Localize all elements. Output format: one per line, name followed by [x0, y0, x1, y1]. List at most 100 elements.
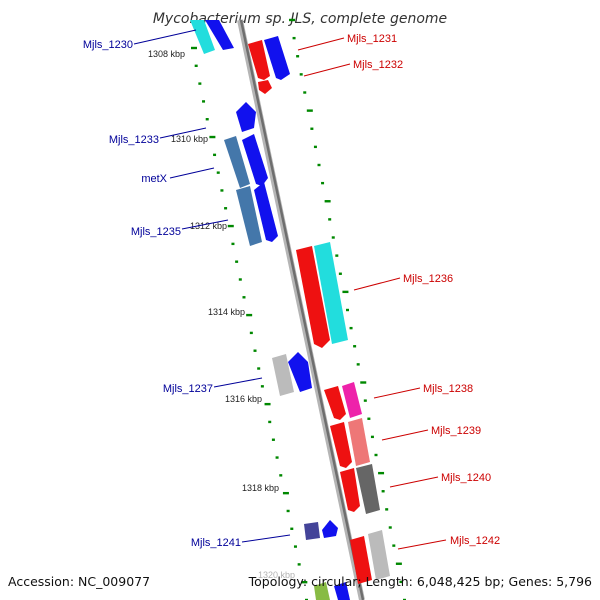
track-dot: [282, 491, 289, 495]
track-dot: [238, 278, 242, 281]
map-title: Mycobacterium sp. JLS, complete genome: [153, 11, 447, 27]
label-metx[interactable]: metX: [141, 173, 167, 185]
track-dot: [191, 46, 197, 50]
gene-block[interactable]: [334, 582, 350, 600]
gene-mjls-1236[interactable]: [296, 246, 330, 348]
label-mjls-1239[interactable]: Mjls_1239: [431, 425, 481, 437]
label-mjls-1238[interactable]: Mjls_1238: [423, 383, 473, 395]
gene-block[interactable]: [254, 182, 278, 242]
track-dot: [346, 308, 349, 312]
track-dot: [328, 218, 332, 221]
track-dot: [264, 402, 271, 406]
track-dot: [242, 296, 246, 299]
track-dot: [321, 181, 325, 185]
track-dot: [246, 313, 253, 317]
track-dot: [342, 290, 349, 294]
track-dot: [374, 453, 378, 457]
track-dot: [268, 420, 272, 424]
label-mjls-1237[interactable]: Mjls_1237: [163, 383, 213, 395]
track-dot: [381, 490, 385, 493]
track-dot: [260, 385, 264, 388]
leader-line: [241, 534, 291, 543]
leader-line: [381, 429, 429, 441]
track-dot: [338, 272, 342, 275]
label-mjls-1233[interactable]: Mjls_1233: [109, 134, 159, 146]
gene-block[interactable]: [324, 386, 346, 420]
gene-block[interactable]: [264, 36, 290, 80]
label-mjls-1231[interactable]: Mjls_1231: [347, 33, 397, 45]
gene-block[interactable]: [350, 536, 372, 584]
track-dot: [303, 91, 307, 94]
track-dot: [257, 367, 261, 370]
label-mjls-1232[interactable]: Mjls_1232: [353, 59, 403, 71]
gene-block[interactable]: [314, 582, 330, 600]
track-dot: [253, 349, 257, 352]
gene-mjls-1242[interactable]: [368, 530, 390, 580]
track-dot: [363, 399, 367, 402]
right-gene-labels: Mjls_1231 Mjls_1232 Mjls_1236 Mjls_1238 …: [297, 33, 500, 550]
gene-block[interactable]: [330, 422, 352, 468]
label-mjls-1235[interactable]: Mjls_1235: [131, 226, 181, 238]
left-gene-labels: Mjls_1230 Mjls_1233 metX Mjls_1235 Mjls_…: [83, 29, 291, 549]
tick-label: 1318 kbp: [242, 483, 279, 493]
track-dot: [194, 64, 198, 68]
track-dot: [293, 545, 297, 548]
leader-line: [389, 476, 439, 488]
track-dot: [360, 381, 367, 384]
gene-mjls-1235[interactable]: [236, 186, 262, 246]
track-dot: [317, 163, 321, 167]
gene-mjls-1238[interactable]: [342, 382, 362, 418]
gene-mjls-1233[interactable]: [236, 102, 256, 132]
gene-mjls-1231[interactable]: [248, 40, 270, 80]
accession-text: Accession: NC_009077: [8, 574, 150, 589]
gene-mjls-1237[interactable]: [272, 354, 294, 396]
track-dot: [216, 171, 220, 174]
gene-block[interactable]: [314, 242, 348, 344]
track-dot: [220, 189, 224, 192]
track-dot: [324, 200, 331, 203]
track-dot: [378, 471, 385, 475]
gene-block[interactable]: [242, 134, 268, 186]
gene-mjls-1230-block[interactable]: [190, 20, 215, 54]
track-dot: [313, 145, 317, 149]
gene-mjls-1240[interactable]: [356, 464, 380, 514]
track-dot: [292, 36, 296, 40]
gene-block[interactable]: [340, 468, 360, 512]
track-dot: [299, 73, 303, 76]
label-mjls-1240[interactable]: Mjls_1240: [441, 472, 491, 484]
gene-mjls-1232[interactable]: [258, 80, 272, 94]
leader-line: [133, 29, 197, 45]
leader-line: [181, 219, 229, 230]
track-dot: [202, 100, 206, 103]
track-dot: [388, 526, 392, 529]
track-dot: [227, 224, 234, 228]
gene-metx[interactable]: [224, 136, 250, 188]
tick-label: 1308 kbp: [148, 49, 185, 59]
leader-line: [159, 127, 207, 139]
leader-line: [353, 277, 401, 291]
track-dot: [395, 562, 402, 565]
gene-block[interactable]: [288, 352, 312, 392]
track-dot: [205, 118, 209, 121]
track-dot: [213, 153, 217, 157]
track-dot: [306, 109, 313, 112]
tick-label: 1320 kbp: [258, 570, 295, 580]
label-mjls-1242[interactable]: Mjls_1242: [450, 535, 500, 547]
track-dot: [305, 598, 308, 600]
tick-label: 1314 kbp: [208, 307, 245, 317]
leader-line: [373, 387, 421, 399]
gene-mjls-1241[interactable]: [304, 522, 320, 540]
gene-block[interactable]: [322, 520, 338, 538]
label-mjls-1236[interactable]: Mjls_1236: [403, 273, 453, 285]
tick-labels: 1308 kbp 1310 kbp 1312 kbp 1314 kbp 1316…: [148, 49, 295, 580]
gene-mjls-1239[interactable]: [348, 418, 370, 466]
label-mjls-1230[interactable]: Mjls_1230: [83, 39, 133, 51]
track-dot: [367, 417, 371, 420]
track-dot: [289, 18, 295, 22]
gene-block[interactable]: [205, 20, 234, 50]
leader-line: [169, 167, 215, 179]
label-mjls-1241[interactable]: Mjls_1241: [191, 537, 241, 549]
track-dot: [249, 331, 253, 335]
